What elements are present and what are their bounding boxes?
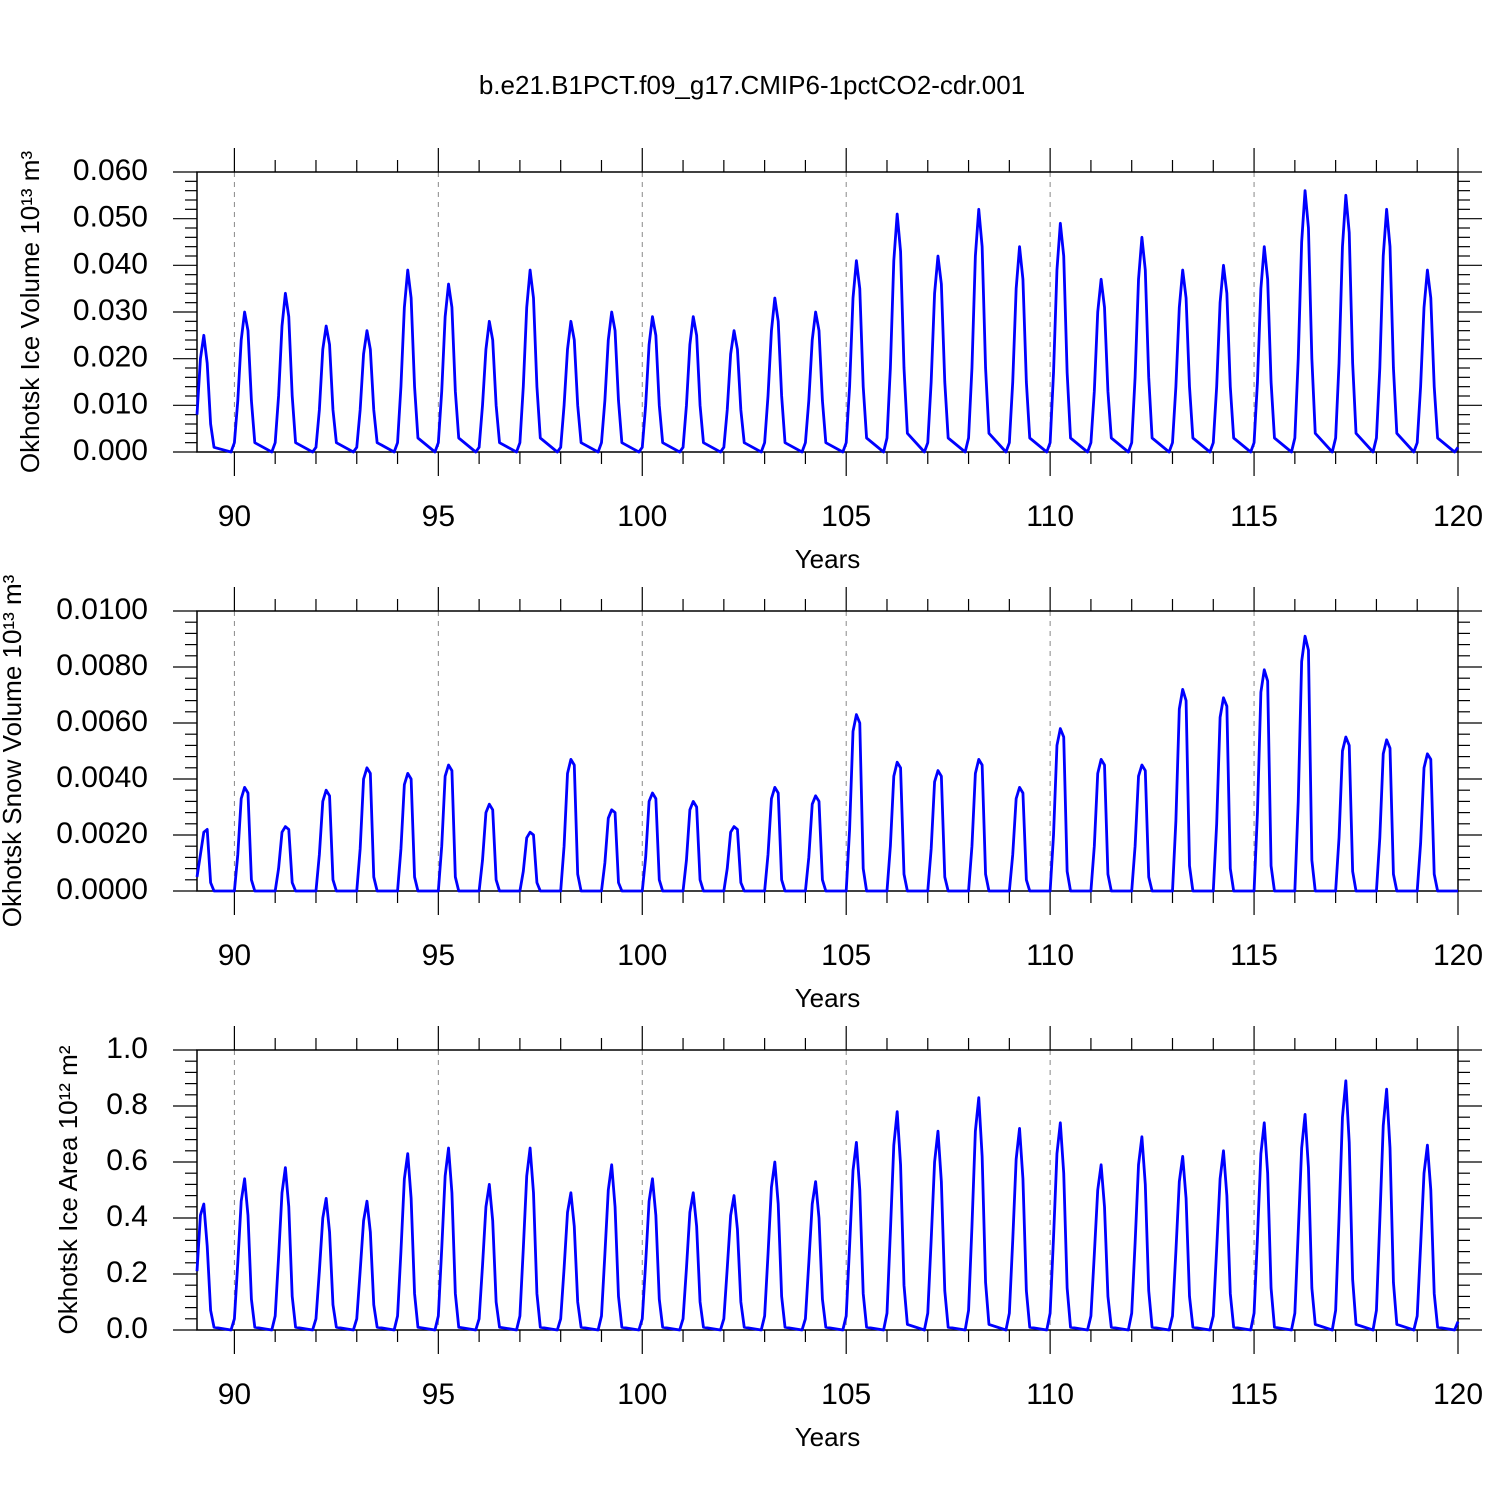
y-tick-label: 0.030 [73,294,148,327]
y-tick-label: 0.020 [73,341,148,374]
x-tick-label: 100 [617,500,667,533]
y-tick-label: 0.4 [106,1200,148,1233]
data-line [195,634,1458,893]
y-axis-label: Okhotsk Snow Volume 10¹³ m³ [0,574,27,927]
x-tick-label: 90 [218,939,251,972]
data-line [195,1079,1460,1332]
y-tick-label: 0.000 [73,434,148,467]
y-tick-label: 1.0 [106,1032,148,1065]
y-tick-label: 0.8 [106,1088,148,1121]
plot-frame [196,171,1459,453]
x-tick-label: 100 [617,1378,667,1411]
y-tick-label: 0.2 [106,1256,148,1289]
y-tick-label: 0.0040 [56,761,148,794]
x-tick-label: 105 [821,500,871,533]
y-tick-label: 0.0000 [56,873,148,906]
x-tick-label: 90 [218,1378,251,1411]
x-tick-label: 115 [1230,1378,1278,1411]
x-tick-label: 90 [218,500,251,533]
y-tick-label: 0.040 [73,247,148,280]
plot-frame [196,1049,1459,1331]
x-tick-label: 95 [422,500,455,533]
data-line [195,189,1460,454]
x-tick-label: 110 [1026,500,1074,533]
x-tick-label: 100 [617,939,667,972]
y-axis-label: Okhotsk Ice Volume 10¹³ m³ [15,151,45,474]
figure-title: b.e21.B1PCT.f09_g17.CMIP6-1pctCO2-cdr.00… [479,70,1025,100]
x-tick-label: 105 [821,1378,871,1411]
y-tick-label: 0.0100 [56,593,148,626]
x-axis-label: Years [795,1422,861,1452]
x-tick-label: 110 [1026,939,1074,972]
x-tick-label: 115 [1230,500,1278,533]
x-tick-label: 95 [422,1378,455,1411]
y-tick-label: 0.0080 [56,649,148,682]
x-tick-label: 110 [1026,1378,1074,1411]
x-tick-label: 120 [1433,1378,1483,1411]
y-tick-label: 0.060 [73,154,148,187]
y-tick-label: 0.0060 [56,705,148,738]
x-tick-label: 120 [1433,939,1483,972]
x-tick-label: 105 [821,939,871,972]
y-tick-label: 0.010 [73,387,148,420]
x-axis-label: Years [795,544,861,574]
y-tick-label: 0.0 [106,1312,148,1345]
x-axis-label: Years [795,983,861,1013]
y-axis-label: Okhotsk Ice Area 10¹² m² [53,1045,83,1334]
y-tick-label: 0.050 [73,201,148,234]
y-tick-label: 0.6 [106,1144,148,1177]
x-tick-label: 95 [422,939,455,972]
y-tick-label: 0.0020 [56,817,148,850]
x-tick-label: 115 [1230,939,1278,972]
x-tick-label: 120 [1433,500,1483,533]
